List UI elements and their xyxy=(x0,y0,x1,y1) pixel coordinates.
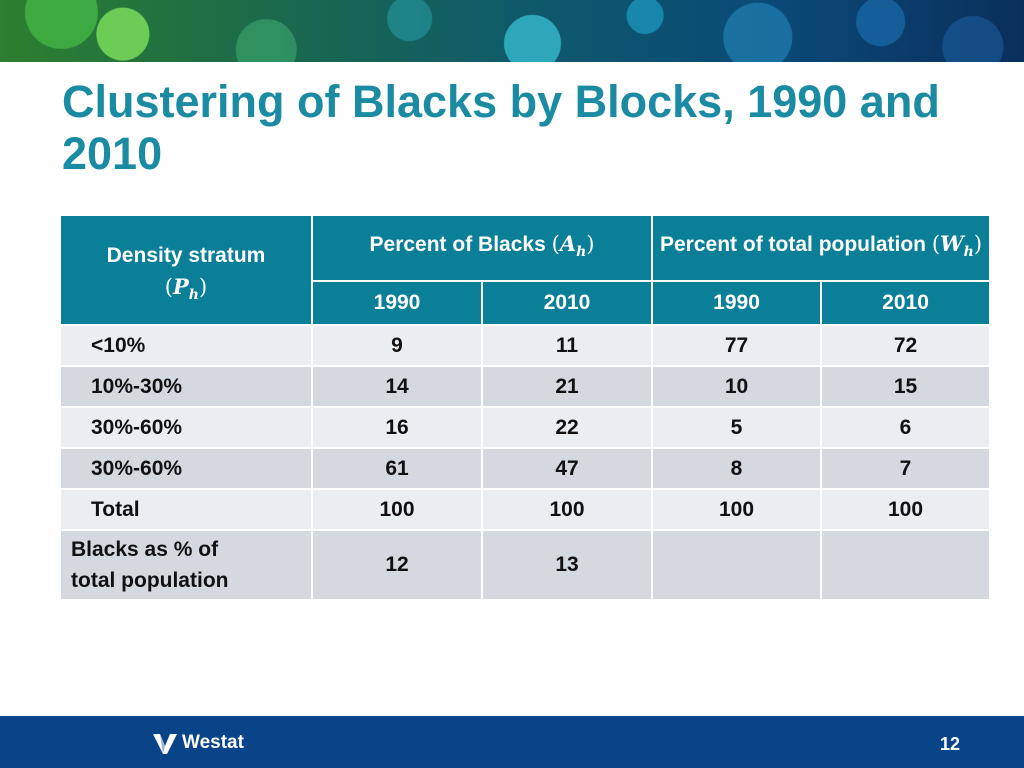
table-row: <10% 9 11 77 72 xyxy=(59,324,992,367)
table-cell: 10 xyxy=(651,365,823,408)
westat-logo-icon xyxy=(153,734,177,754)
table-cell: 14 xyxy=(311,365,483,408)
table-cell: 22 xyxy=(480,406,654,449)
header-percent-blacks-symbol: (Ah) xyxy=(551,230,595,261)
table-row: 10%-30% 14 21 10 15 xyxy=(59,365,992,408)
row-label: 10%-30% xyxy=(59,365,313,408)
header-percent-blacks-label: Percent of Blacks xyxy=(369,232,546,256)
table-row: 30%-60% 61 47 8 7 xyxy=(59,447,992,490)
header-percent-blacks: Percent of Blacks (Ah) xyxy=(310,214,654,282)
table-cell: 16 xyxy=(311,406,483,449)
table-cell: 21 xyxy=(480,365,654,408)
header-year: 2010 xyxy=(480,280,654,326)
table-cell: 61 xyxy=(311,447,483,490)
table-cell: 47 xyxy=(480,447,654,490)
table-cell: 11 xyxy=(480,324,654,367)
row-label-line: Blacks as % of xyxy=(71,538,219,561)
header-year: 2010 xyxy=(820,280,992,326)
header-year: 1990 xyxy=(651,280,823,326)
row-label: Total xyxy=(59,488,313,531)
header-percent-total-population: Percent of total population (Wh) xyxy=(651,214,992,282)
table-cell: 100 xyxy=(820,488,992,531)
row-label: Blacks as % of total population xyxy=(59,529,313,601)
table-cell: 12 xyxy=(311,529,483,601)
table-row-blacks-share: Blacks as % of total population 12 13 xyxy=(59,529,992,601)
table-cell xyxy=(820,529,992,601)
table-cell: 5 xyxy=(651,406,823,449)
table-cell: 72 xyxy=(820,324,992,367)
table-cell: 100 xyxy=(480,488,654,531)
row-label-line: total population xyxy=(71,569,229,592)
table-cell: 7 xyxy=(820,447,992,490)
header-percent-total-symbol: (Wh) xyxy=(931,230,983,261)
data-table: Density stratum (Ph) Percent of Blacks (… xyxy=(59,214,992,601)
row-label: 30%-60% xyxy=(59,447,313,490)
table-cell: 9 xyxy=(311,324,483,367)
header-density-stratum: Density stratum (Ph) xyxy=(59,214,313,326)
table-cell: 100 xyxy=(651,488,823,531)
footer-bar: Westat 12 xyxy=(0,716,1024,768)
table-cell: 13 xyxy=(480,529,654,601)
table-cell: 100 xyxy=(311,488,483,531)
top-banner xyxy=(0,0,1024,62)
table-cell xyxy=(651,529,823,601)
table-row-total: Total 100 100 100 100 xyxy=(59,488,992,531)
row-label: <10% xyxy=(59,324,313,367)
table-row: 30%-60% 16 22 5 6 xyxy=(59,406,992,449)
table-cell: 8 xyxy=(651,447,823,490)
row-label: 30%-60% xyxy=(59,406,313,449)
header-density-stratum-label: Density stratum xyxy=(106,244,266,268)
header-year: 1990 xyxy=(311,280,483,326)
header-percent-total-label: Percent of total population xyxy=(660,232,926,256)
page-number: 12 xyxy=(940,734,961,754)
slide-title: Clustering of Blacks by Blocks, 1990 and… xyxy=(62,76,940,179)
table-cell: 15 xyxy=(820,365,992,408)
table-cell: 77 xyxy=(651,324,823,367)
westat-logo-text: Westat xyxy=(182,732,244,753)
header-density-stratum-symbol: (Ph) xyxy=(164,274,208,304)
westat-logo: Westat xyxy=(152,730,244,756)
table-cell: 6 xyxy=(820,406,992,449)
